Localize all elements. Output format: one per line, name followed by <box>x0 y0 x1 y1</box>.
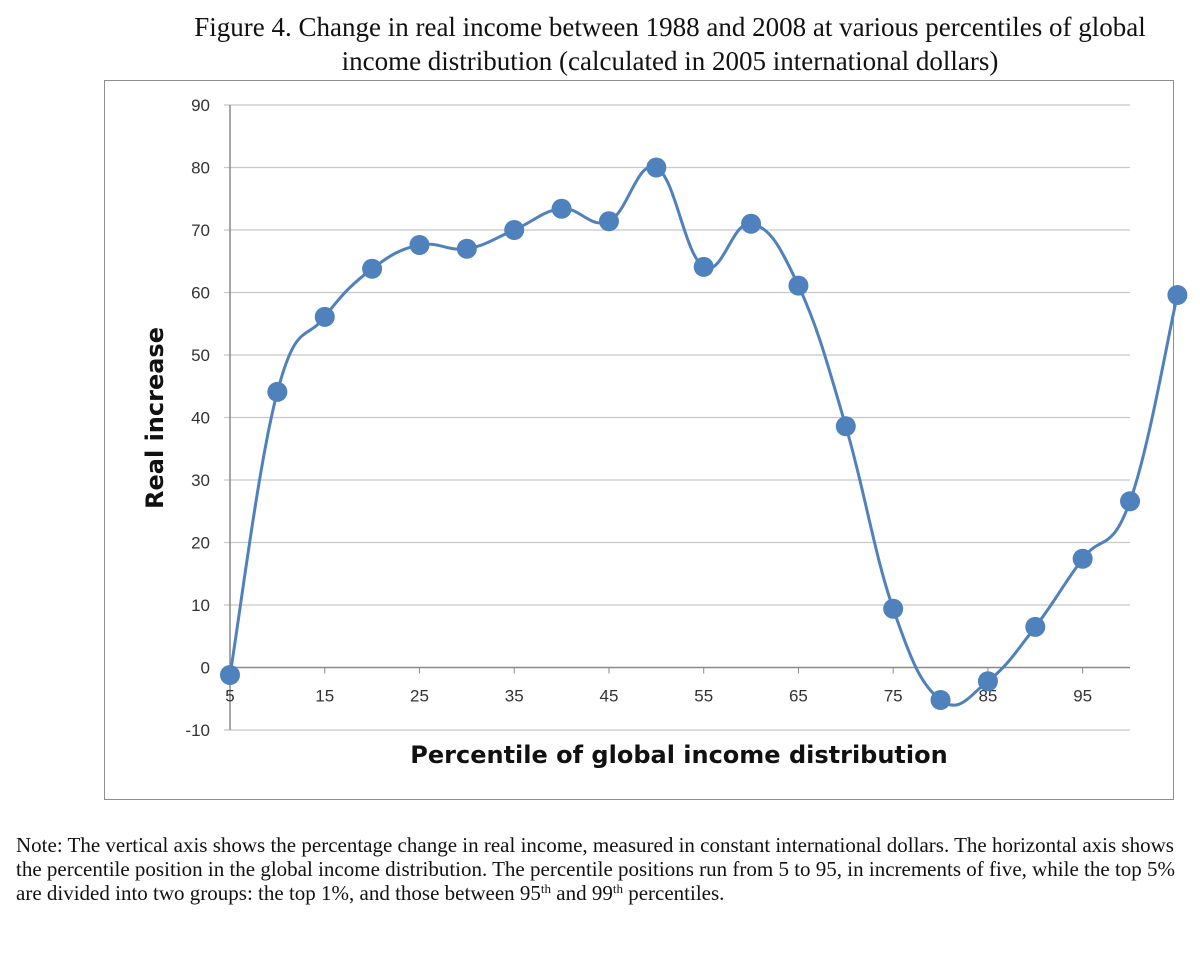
y-tick-label: 70 <box>191 221 210 240</box>
x-tick-label: 75 <box>884 687 903 706</box>
data-point-p99 <box>1120 491 1141 512</box>
note-text-3: percentiles. <box>622 881 725 905</box>
figure-title: Figure 4. Change in real income between … <box>100 10 1200 78</box>
x-tick-label: 15 <box>315 687 334 706</box>
figure-note: Note: The vertical axis shows the percen… <box>16 833 1186 905</box>
data-point-p85 <box>977 671 998 692</box>
data-point-p25 <box>409 235 430 255</box>
data-point-p5 <box>220 665 240 685</box>
y-tick-label: 20 <box>191 534 210 553</box>
data-point-p70 <box>835 416 856 437</box>
x-axis-ticks: 5 15 25 35 45 55 65 75 85 95 <box>225 667 1092 706</box>
y-tick-label: -10 <box>185 721 210 740</box>
data-point-p15 <box>314 306 335 327</box>
data-point-p60 <box>741 213 762 234</box>
y-tick-label: 10 <box>191 596 210 615</box>
y-tick-label: 90 <box>191 96 210 115</box>
data-point-p65 <box>788 275 809 296</box>
y-axis-ticks: -10 0 10 20 30 40 50 60 70 80 90 <box>185 96 210 740</box>
data-point-p20 <box>362 258 383 279</box>
x-axis-title: Percentile of global income distribution <box>410 741 947 769</box>
y-axis-title: Real increase <box>141 327 169 509</box>
note-text-2: and 99 <box>551 881 613 905</box>
note-superscript-1: th <box>540 881 552 896</box>
x-tick-label: 25 <box>410 687 429 706</box>
data-point-p90 <box>1025 616 1046 637</box>
gridlines <box>224 104 1130 731</box>
y-tick-label: 40 <box>191 409 210 428</box>
data-point-p75 <box>883 598 904 619</box>
x-tick-label: 95 <box>1073 687 1092 706</box>
data-point-p50 <box>646 157 667 178</box>
data-point-p35 <box>504 220 525 240</box>
data-point-p10 <box>267 381 288 402</box>
series-markers <box>220 157 1188 710</box>
data-point-p55 <box>693 256 714 277</box>
note-superscript-2: th <box>612 881 623 896</box>
figure-title-line-2: income distribution (calculated in 2005 … <box>341 46 999 76</box>
x-tick-label: 5 <box>225 687 234 706</box>
x-tick-label: 85 <box>978 687 997 706</box>
data-point-p40 <box>551 198 572 219</box>
y-tick-label: 80 <box>191 159 210 178</box>
data-point-p100 <box>1167 285 1188 305</box>
figure-title-line-1: Figure 4. Change in real income between … <box>194 12 1146 42</box>
x-tick-label: 35 <box>505 687 524 706</box>
data-point-p30 <box>456 238 477 259</box>
y-tick-label: 60 <box>191 284 210 303</box>
y-tick-label: 0 <box>201 659 210 678</box>
data-point-p45 <box>598 211 619 232</box>
y-tick-label: 50 <box>191 346 210 365</box>
x-tick-label: 45 <box>599 687 618 706</box>
data-point-p80 <box>930 690 951 710</box>
y-tick-label: 30 <box>191 471 210 490</box>
x-tick-label: 55 <box>694 687 713 706</box>
data-point-p95 <box>1072 548 1093 569</box>
note-text: Note: The vertical axis shows the percen… <box>16 833 1176 905</box>
x-tick-label: 65 <box>789 687 808 706</box>
